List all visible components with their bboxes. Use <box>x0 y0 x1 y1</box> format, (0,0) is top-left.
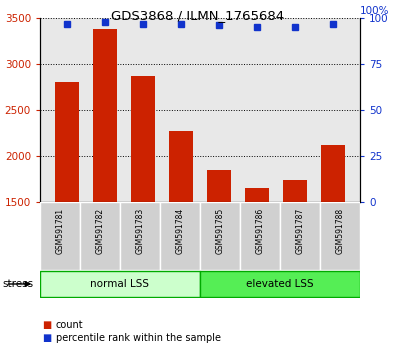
Text: ■: ■ <box>42 333 51 343</box>
Text: GSM591782: GSM591782 <box>96 207 105 253</box>
Text: ■: ■ <box>42 320 51 330</box>
Text: GSM591786: GSM591786 <box>256 207 265 254</box>
Text: elevated LSS: elevated LSS <box>246 279 314 289</box>
Text: GSM591785: GSM591785 <box>216 207 224 254</box>
Bar <box>283 180 307 202</box>
Text: GSM591788: GSM591788 <box>335 207 344 253</box>
Text: 100%: 100% <box>360 6 389 16</box>
Bar <box>80 202 120 270</box>
Bar <box>200 270 360 297</box>
Bar <box>120 202 160 270</box>
Text: normal LSS: normal LSS <box>90 279 149 289</box>
Text: GSM591781: GSM591781 <box>56 207 64 253</box>
Bar <box>169 131 193 202</box>
Text: GDS3868 / ILMN_1765684: GDS3868 / ILMN_1765684 <box>111 9 284 22</box>
Text: stress: stress <box>2 279 33 289</box>
Text: GSM591783: GSM591783 <box>135 207 145 254</box>
Bar <box>40 270 200 297</box>
Bar <box>245 188 269 202</box>
Text: percentile rank within the sample: percentile rank within the sample <box>56 333 221 343</box>
Text: GSM591784: GSM591784 <box>175 207 184 254</box>
Bar <box>321 145 346 202</box>
Bar <box>92 29 117 202</box>
Bar <box>207 170 231 202</box>
Bar <box>240 202 280 270</box>
Bar <box>200 202 240 270</box>
Bar <box>280 202 320 270</box>
Text: count: count <box>56 320 83 330</box>
Bar <box>40 202 80 270</box>
Text: GSM591787: GSM591787 <box>295 207 305 254</box>
Bar <box>160 202 200 270</box>
Bar <box>131 76 155 202</box>
Bar <box>55 82 79 202</box>
Bar <box>320 202 360 270</box>
